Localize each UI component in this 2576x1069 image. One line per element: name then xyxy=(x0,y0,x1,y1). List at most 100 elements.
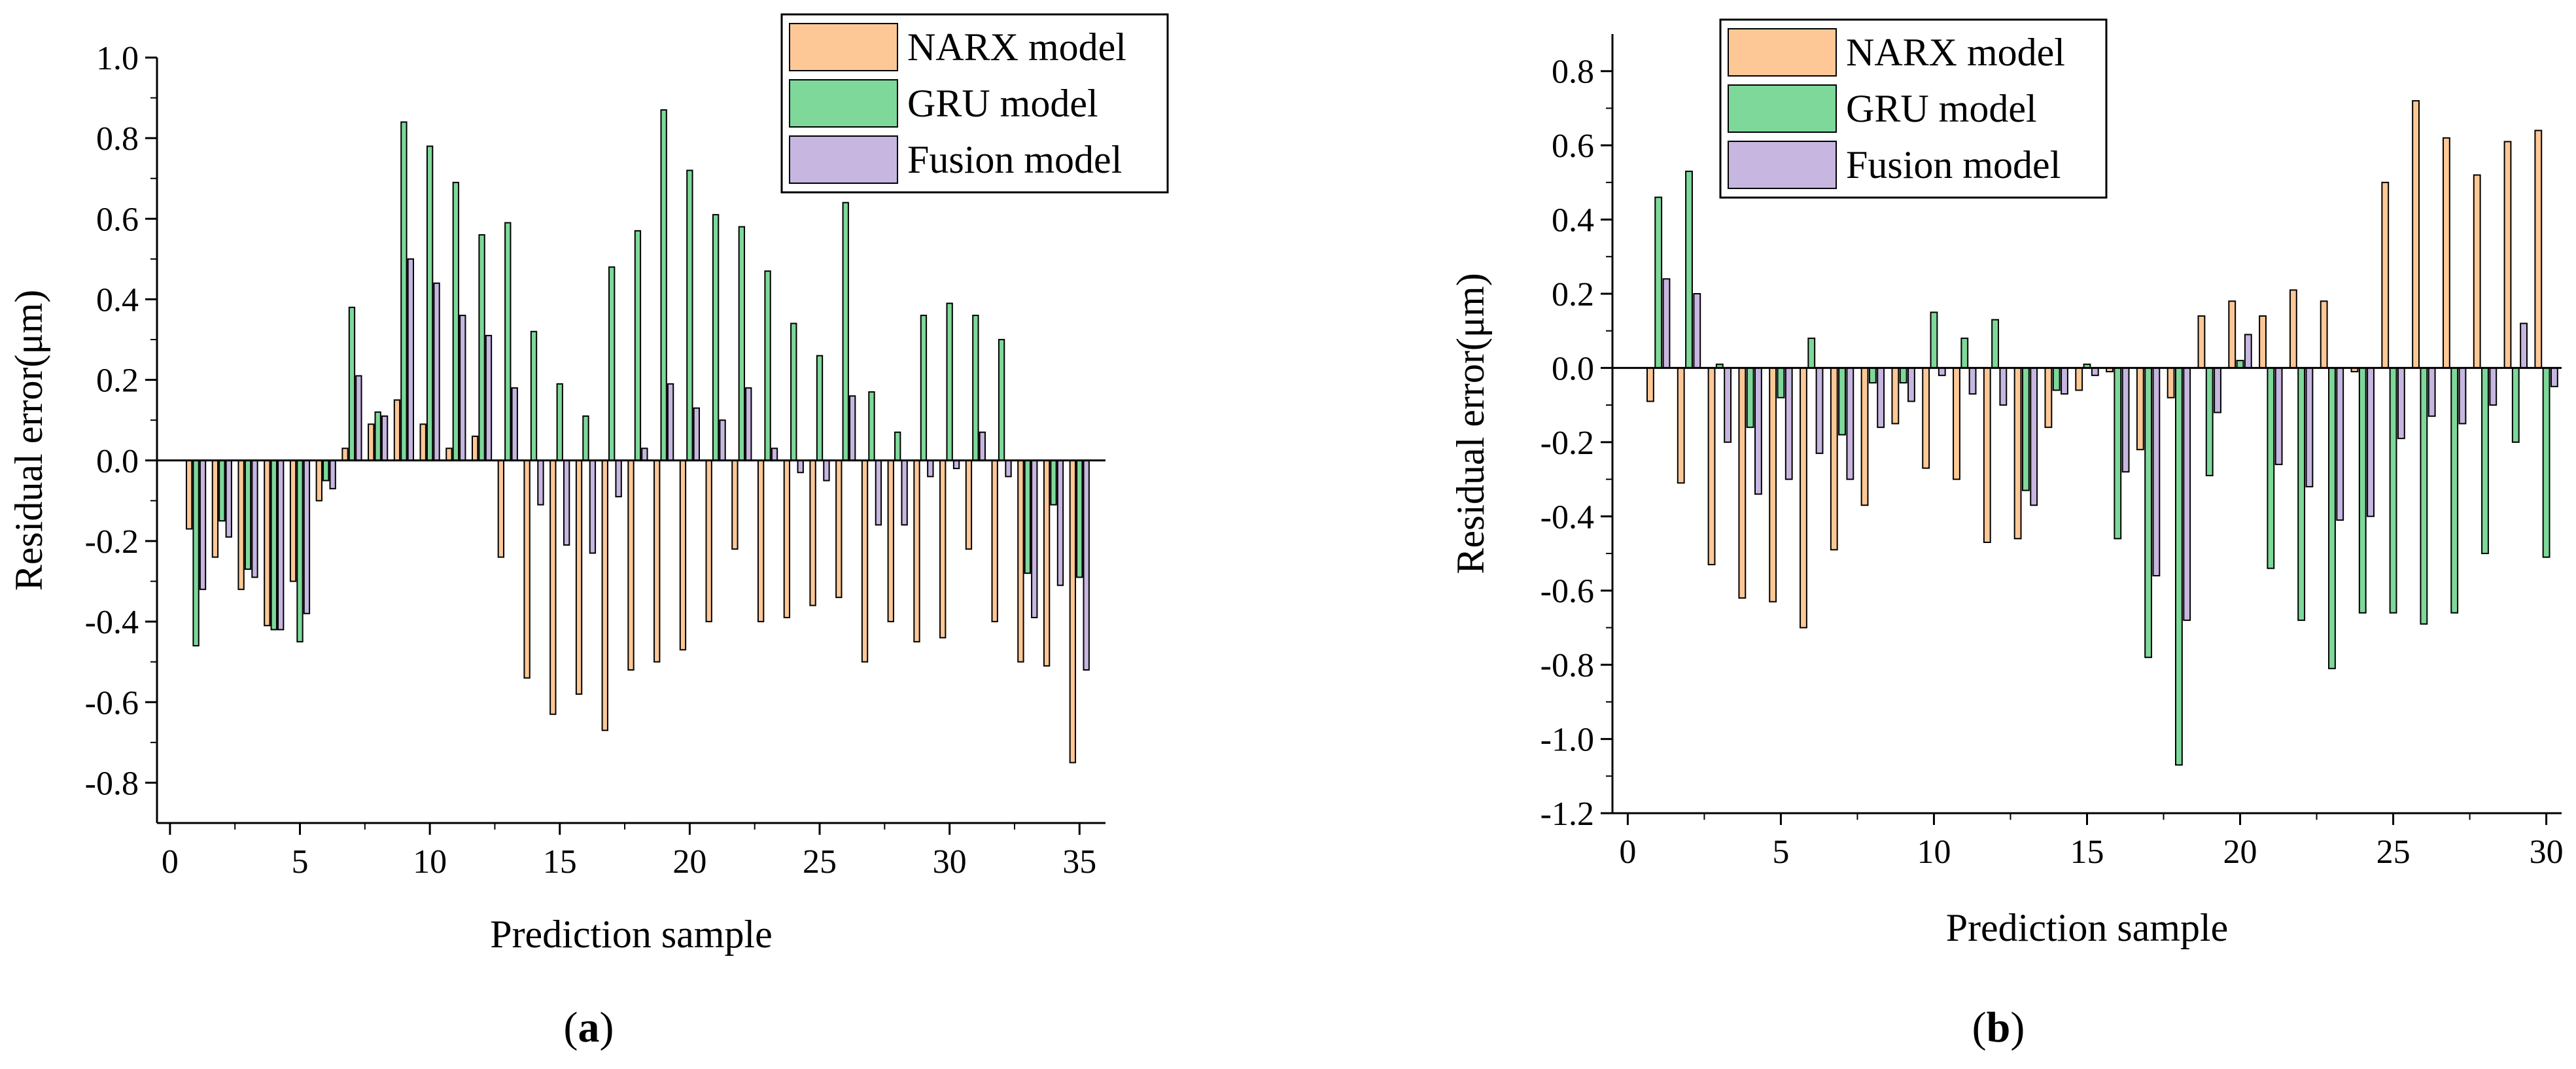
y-tick-label: 0.6 xyxy=(96,201,139,238)
y-tick-label: 0.6 xyxy=(1552,128,1594,165)
bar-gru-11 xyxy=(452,181,460,461)
bar-narx-12 xyxy=(471,435,479,461)
y-tick-label: -1.0 xyxy=(1540,722,1594,759)
bar-gru-17 xyxy=(2144,367,2153,658)
bar-narx-1 xyxy=(185,459,193,530)
bar-narx-12 xyxy=(1983,367,1991,543)
bar-narx-7 xyxy=(341,447,349,461)
bar-fusion-1 xyxy=(1662,278,1671,369)
bar-fusion-13 xyxy=(511,387,518,461)
legend-swatch xyxy=(1728,141,1837,189)
x-tick-label: 35 xyxy=(1062,843,1096,881)
bar-narx-30 xyxy=(939,459,947,639)
y-tick-label: 0.2 xyxy=(96,362,139,400)
bar-fusion-16 xyxy=(2121,367,2130,473)
bar-narx-9 xyxy=(1891,367,1900,425)
bar-narx-18 xyxy=(627,459,635,671)
bar-gru-24 xyxy=(790,323,797,461)
bar-narx-25 xyxy=(2381,181,2390,369)
bar-fusion-29 xyxy=(927,459,934,478)
y-tick-label: -0.2 xyxy=(85,523,139,561)
bar-narx-13 xyxy=(497,459,505,558)
y-axis-title: Residual error(μm) xyxy=(1449,273,1492,574)
bar-narx-17 xyxy=(2136,367,2144,451)
bar-narx-5 xyxy=(289,459,297,582)
x-axis-title: Prediction sample xyxy=(1946,906,2229,949)
bar-narx-17 xyxy=(601,459,608,731)
bar-gru-20 xyxy=(2236,360,2244,369)
bar-narx-21 xyxy=(2259,315,2267,369)
bar-gru-21 xyxy=(2267,367,2275,569)
bar-gru-6 xyxy=(322,459,330,482)
bar-fusion-31 xyxy=(979,431,986,461)
bar-fusion-13 xyxy=(2030,367,2038,506)
caption-paren: ) xyxy=(600,1004,614,1051)
bar-narx-2 xyxy=(211,459,219,558)
legend-label: Fusion model xyxy=(907,138,1122,181)
bar-gru-13 xyxy=(2021,367,2030,491)
bar-gru-22 xyxy=(2297,367,2306,622)
bar-fusion-2 xyxy=(225,459,232,538)
bar-narx-3 xyxy=(1707,367,1716,566)
bar-gru-23 xyxy=(2328,367,2336,669)
bar-gru-26 xyxy=(842,202,849,461)
bar-fusion-4 xyxy=(1754,367,1762,495)
bar-narx-19 xyxy=(653,459,661,663)
bar-narx-10 xyxy=(419,423,426,461)
bar-fusion-11 xyxy=(1968,367,1977,395)
bar-fusion-26 xyxy=(2428,367,2436,417)
bar-fusion-1 xyxy=(199,459,207,590)
bar-fusion-17 xyxy=(615,459,622,498)
bar-narx-20 xyxy=(2228,300,2237,369)
bar-fusion-30 xyxy=(952,459,960,470)
bar-gru-26 xyxy=(2420,367,2428,625)
bar-gru-18 xyxy=(634,230,642,461)
caption-paren: ( xyxy=(1972,1004,1987,1051)
x-tick-label: 5 xyxy=(291,843,308,881)
bar-fusion-3 xyxy=(1724,367,1732,443)
bar-fusion-11 xyxy=(459,315,466,461)
bar-fusion-18 xyxy=(2183,367,2191,622)
bar-fusion-19 xyxy=(667,383,674,461)
bar-gru-6 xyxy=(1807,338,1816,369)
y-tick-label: 0.0 xyxy=(1552,350,1594,387)
bar-fusion-15 xyxy=(563,459,570,546)
bar-narx-3 xyxy=(237,459,245,590)
bar-gru-30 xyxy=(2542,367,2550,558)
bar-gru-10 xyxy=(426,145,434,461)
x-tick-label: 15 xyxy=(2070,833,2104,871)
legend-swatch xyxy=(1728,84,1837,133)
bar-gru-7 xyxy=(1838,367,1846,436)
bar-gru-1 xyxy=(1654,196,1663,369)
chart-a: 1.0 0.8 0.6 0.4 0.2 0.0 -0.2 -0.4 -0.6 -0.8 0 5 10 15… xyxy=(7,13,1169,1051)
bar-gru-34 xyxy=(1050,459,1057,506)
x-tick-label: 10 xyxy=(413,843,447,881)
bar-gru-16 xyxy=(2114,367,2122,540)
x-tick-label: 20 xyxy=(672,843,706,881)
y-tick-label: 0.0 xyxy=(96,443,139,480)
y-tick-label: -0.8 xyxy=(1540,647,1594,684)
bar-gru-1 xyxy=(192,459,200,647)
bar-fusion-27 xyxy=(2458,367,2467,425)
bar-narx-2 xyxy=(1677,367,1685,484)
bar-gru-11 xyxy=(1960,338,1969,369)
bar-gru-9 xyxy=(1899,367,1907,384)
x-axis-title: Prediction sample xyxy=(490,913,773,956)
legend-swatch xyxy=(789,135,898,184)
bar-gru-32 xyxy=(998,339,1005,461)
bar-narx-30 xyxy=(2534,130,2543,369)
caption: (b) xyxy=(1972,1004,2025,1051)
bar-gru-4 xyxy=(1746,367,1754,429)
bar-narx-27 xyxy=(2442,137,2450,369)
bar-narx-25 xyxy=(809,459,816,606)
bar-fusion-35 xyxy=(1083,459,1090,671)
bar-narx-22 xyxy=(731,459,739,550)
y-tick-label: 0.8 xyxy=(1552,54,1594,91)
bar-gru-5 xyxy=(1777,367,1785,398)
bar-narx-15 xyxy=(2075,367,2083,391)
bar-fusion-24 xyxy=(2367,367,2375,517)
legend-label: GRU model xyxy=(1846,87,2037,130)
bar-gru-24 xyxy=(2358,367,2367,614)
bar-fusion-32 xyxy=(1005,459,1012,478)
y-tick-label: 0.4 xyxy=(96,281,139,319)
